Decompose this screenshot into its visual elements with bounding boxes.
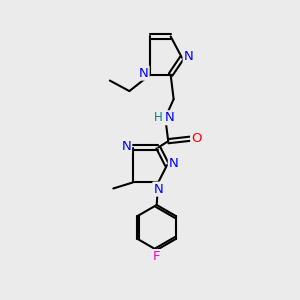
Text: H: H	[154, 111, 163, 124]
Text: N: N	[184, 50, 194, 63]
Text: F: F	[153, 250, 160, 263]
Text: N: N	[165, 111, 174, 124]
Text: N: N	[169, 157, 178, 170]
Text: O: O	[191, 132, 202, 145]
Text: N: N	[139, 67, 148, 80]
Text: N: N	[121, 140, 131, 152]
Text: N: N	[153, 183, 163, 196]
